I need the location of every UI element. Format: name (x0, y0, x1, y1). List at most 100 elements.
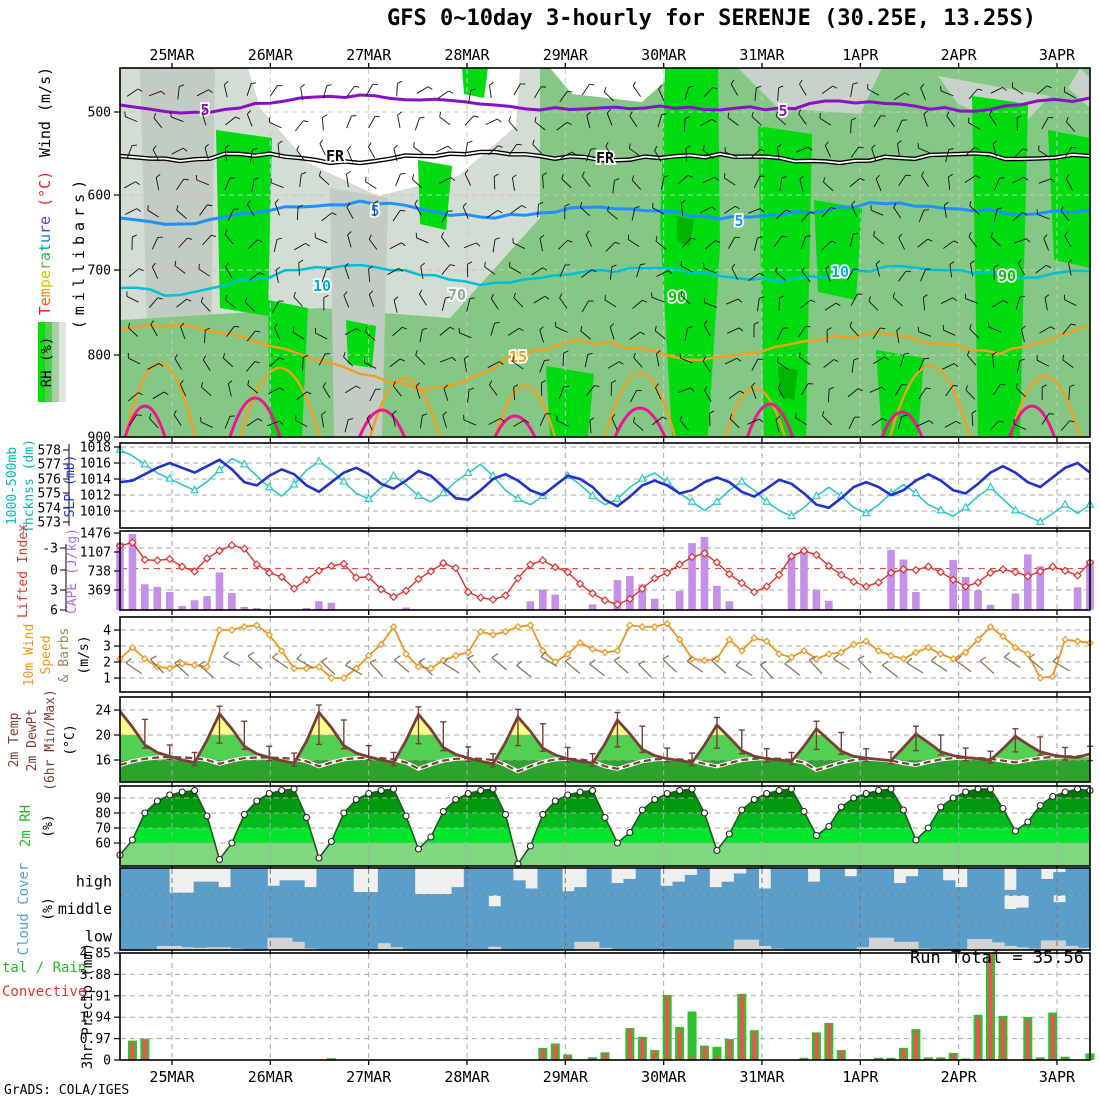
svg-text:0: 0 (50, 564, 58, 579)
svg-text:4.85: 4.85 (80, 947, 111, 962)
axis-label: Thcknss (dm) (22, 439, 37, 533)
grads-credit: GrADS: COLA/IGES (4, 1083, 130, 1098)
svg-text:573: 573 (38, 516, 61, 531)
svg-text:80: 80 (95, 807, 111, 822)
svg-text:3: 3 (50, 584, 58, 599)
svg-text:576: 576 (38, 473, 61, 488)
svg-text:28MAR: 28MAR (444, 1068, 490, 1086)
svg-text:500: 500 (88, 106, 111, 121)
axis-label: 1000-500mb (5, 447, 20, 525)
run-total-label: Run Total = 35.56 (910, 948, 1084, 968)
svg-text:1APR: 1APR (842, 46, 879, 64)
svg-text:369: 369 (88, 584, 111, 599)
svg-text:1012: 1012 (80, 489, 111, 504)
svg-text:30MAR: 30MAR (641, 46, 687, 64)
svg-text:1016: 1016 (80, 457, 111, 472)
axis-label: 2m Temp (7, 712, 22, 767)
svg-text:31MAR: 31MAR (739, 46, 785, 64)
svg-text:2: 2 (103, 656, 111, 671)
svg-text:27MAR: 27MAR (346, 46, 392, 64)
svg-text:3APR: 3APR (1039, 46, 1076, 64)
svg-text:25MAR: 25MAR (149, 1068, 195, 1086)
svg-text:1476: 1476 (80, 527, 111, 542)
svg-text:-3: -3 (42, 542, 58, 557)
svg-text:70: 70 (95, 822, 111, 837)
axis-label: Speed (39, 635, 54, 674)
svg-text:30MAR: 30MAR (641, 1068, 687, 1086)
svg-text:738: 738 (88, 565, 111, 580)
axis-label: Lifted Index (16, 524, 31, 618)
svg-text:577: 577 (38, 458, 61, 473)
svg-text:900: 900 (88, 431, 111, 446)
svg-text:6: 6 (50, 604, 58, 619)
svg-text:600: 600 (88, 189, 111, 204)
svg-text:15: 15 (509, 348, 527, 366)
axis-label: (6hr Min/Max) (43, 689, 58, 791)
axis-label: CAPE (J/kg) (65, 528, 80, 614)
svg-text:0: 0 (103, 1054, 111, 1069)
axis-label: SLP (mb) (63, 455, 78, 518)
svg-text:700: 700 (88, 264, 111, 279)
svg-text:27MAR: 27MAR (346, 1068, 392, 1086)
svg-text:10: 10 (831, 263, 849, 281)
axis-label: 2m DewPt (25, 709, 40, 772)
axis-label: (%) (41, 897, 56, 920)
panel-cape-lifted-index: 1476 1107 738 369 -3 0 3 6 (42, 527, 1095, 619)
svg-text:4: 4 (103, 624, 111, 639)
svg-text:1010: 1010 (80, 505, 111, 520)
svg-text:29MAR: 29MAR (543, 1068, 589, 1086)
svg-text:1.94: 1.94 (80, 1011, 111, 1026)
svg-text:578: 578 (38, 444, 61, 459)
bottom-date-labels: 25MAR 26MAR 27MAR 28MAR 29MAR 30MAR 31MAR 1APR 2… (149, 1068, 1076, 1086)
axis-label-temperature: Temperature (°C) (36, 171, 54, 316)
axis-label: 2m RH (18, 805, 34, 847)
svg-text:90: 90 (95, 792, 111, 807)
svg-text:5: 5 (370, 202, 379, 220)
svg-text:1014: 1014 (80, 473, 111, 488)
svg-text:90: 90 (998, 267, 1016, 285)
axis-label: (°C) (63, 724, 78, 755)
svg-text:1018: 1018 (80, 441, 111, 456)
svg-text:3: 3 (103, 640, 111, 655)
svg-text:26MAR: 26MAR (248, 1068, 294, 1086)
axis-label: Wind (m/s) (36, 67, 54, 157)
axis-label: (m/s) (77, 635, 92, 674)
svg-text:high: high (76, 873, 112, 891)
panel-temp-dewpoint-2m: 24 20 16 (95, 696, 1093, 787)
panel-precip-3hr: 4.85 3.88 2.91 1.94 0.97 0 (80, 947, 1095, 1069)
svg-text:800: 800 (88, 349, 111, 364)
axis-label: & Barbs (57, 628, 72, 683)
axis-side-labels: Wind (m/s) RH (%) (millibars) 1000-500mb Thc… (2, 67, 96, 1069)
svg-text:5: 5 (734, 212, 743, 230)
upper-wind-barbs (123, 79, 1077, 434)
panel-cloud-cover: high middle low (58, 867, 1091, 955)
axis-label: (millibars) (70, 175, 88, 329)
svg-text:60: 60 (95, 837, 111, 852)
axis-label: RH (%) (39, 337, 55, 388)
axis-label: Convective (2, 984, 86, 1000)
svg-text:28MAR: 28MAR (444, 46, 490, 64)
svg-text:3APR: 3APR (1039, 1068, 1076, 1086)
axis-label: Cloud Cover (16, 863, 32, 956)
svg-text:26MAR: 26MAR (248, 46, 294, 64)
svg-text:16: 16 (95, 754, 111, 769)
svg-text:31MAR: 31MAR (739, 1068, 785, 1086)
svg-text:low: low (85, 927, 113, 945)
svg-text:24: 24 (95, 704, 111, 719)
svg-text:0.97: 0.97 (80, 1032, 111, 1047)
svg-text:2.91: 2.91 (80, 989, 111, 1004)
svg-text:1APR: 1APR (842, 1068, 879, 1086)
svg-text:10: 10 (313, 277, 331, 295)
page-title: GFS 0~10day 3-hourly for SERENJE (30.25E… (387, 6, 1037, 31)
svg-text:20: 20 (95, 729, 111, 744)
axis-label: 3hr Precip (mm) (80, 943, 96, 1069)
axis-label: (%) (41, 814, 56, 837)
svg-text:2APR: 2APR (941, 46, 978, 64)
svg-text:25MAR: 25MAR (149, 46, 195, 64)
svg-text:70: 70 (448, 286, 466, 304)
svg-text:575: 575 (38, 487, 61, 502)
